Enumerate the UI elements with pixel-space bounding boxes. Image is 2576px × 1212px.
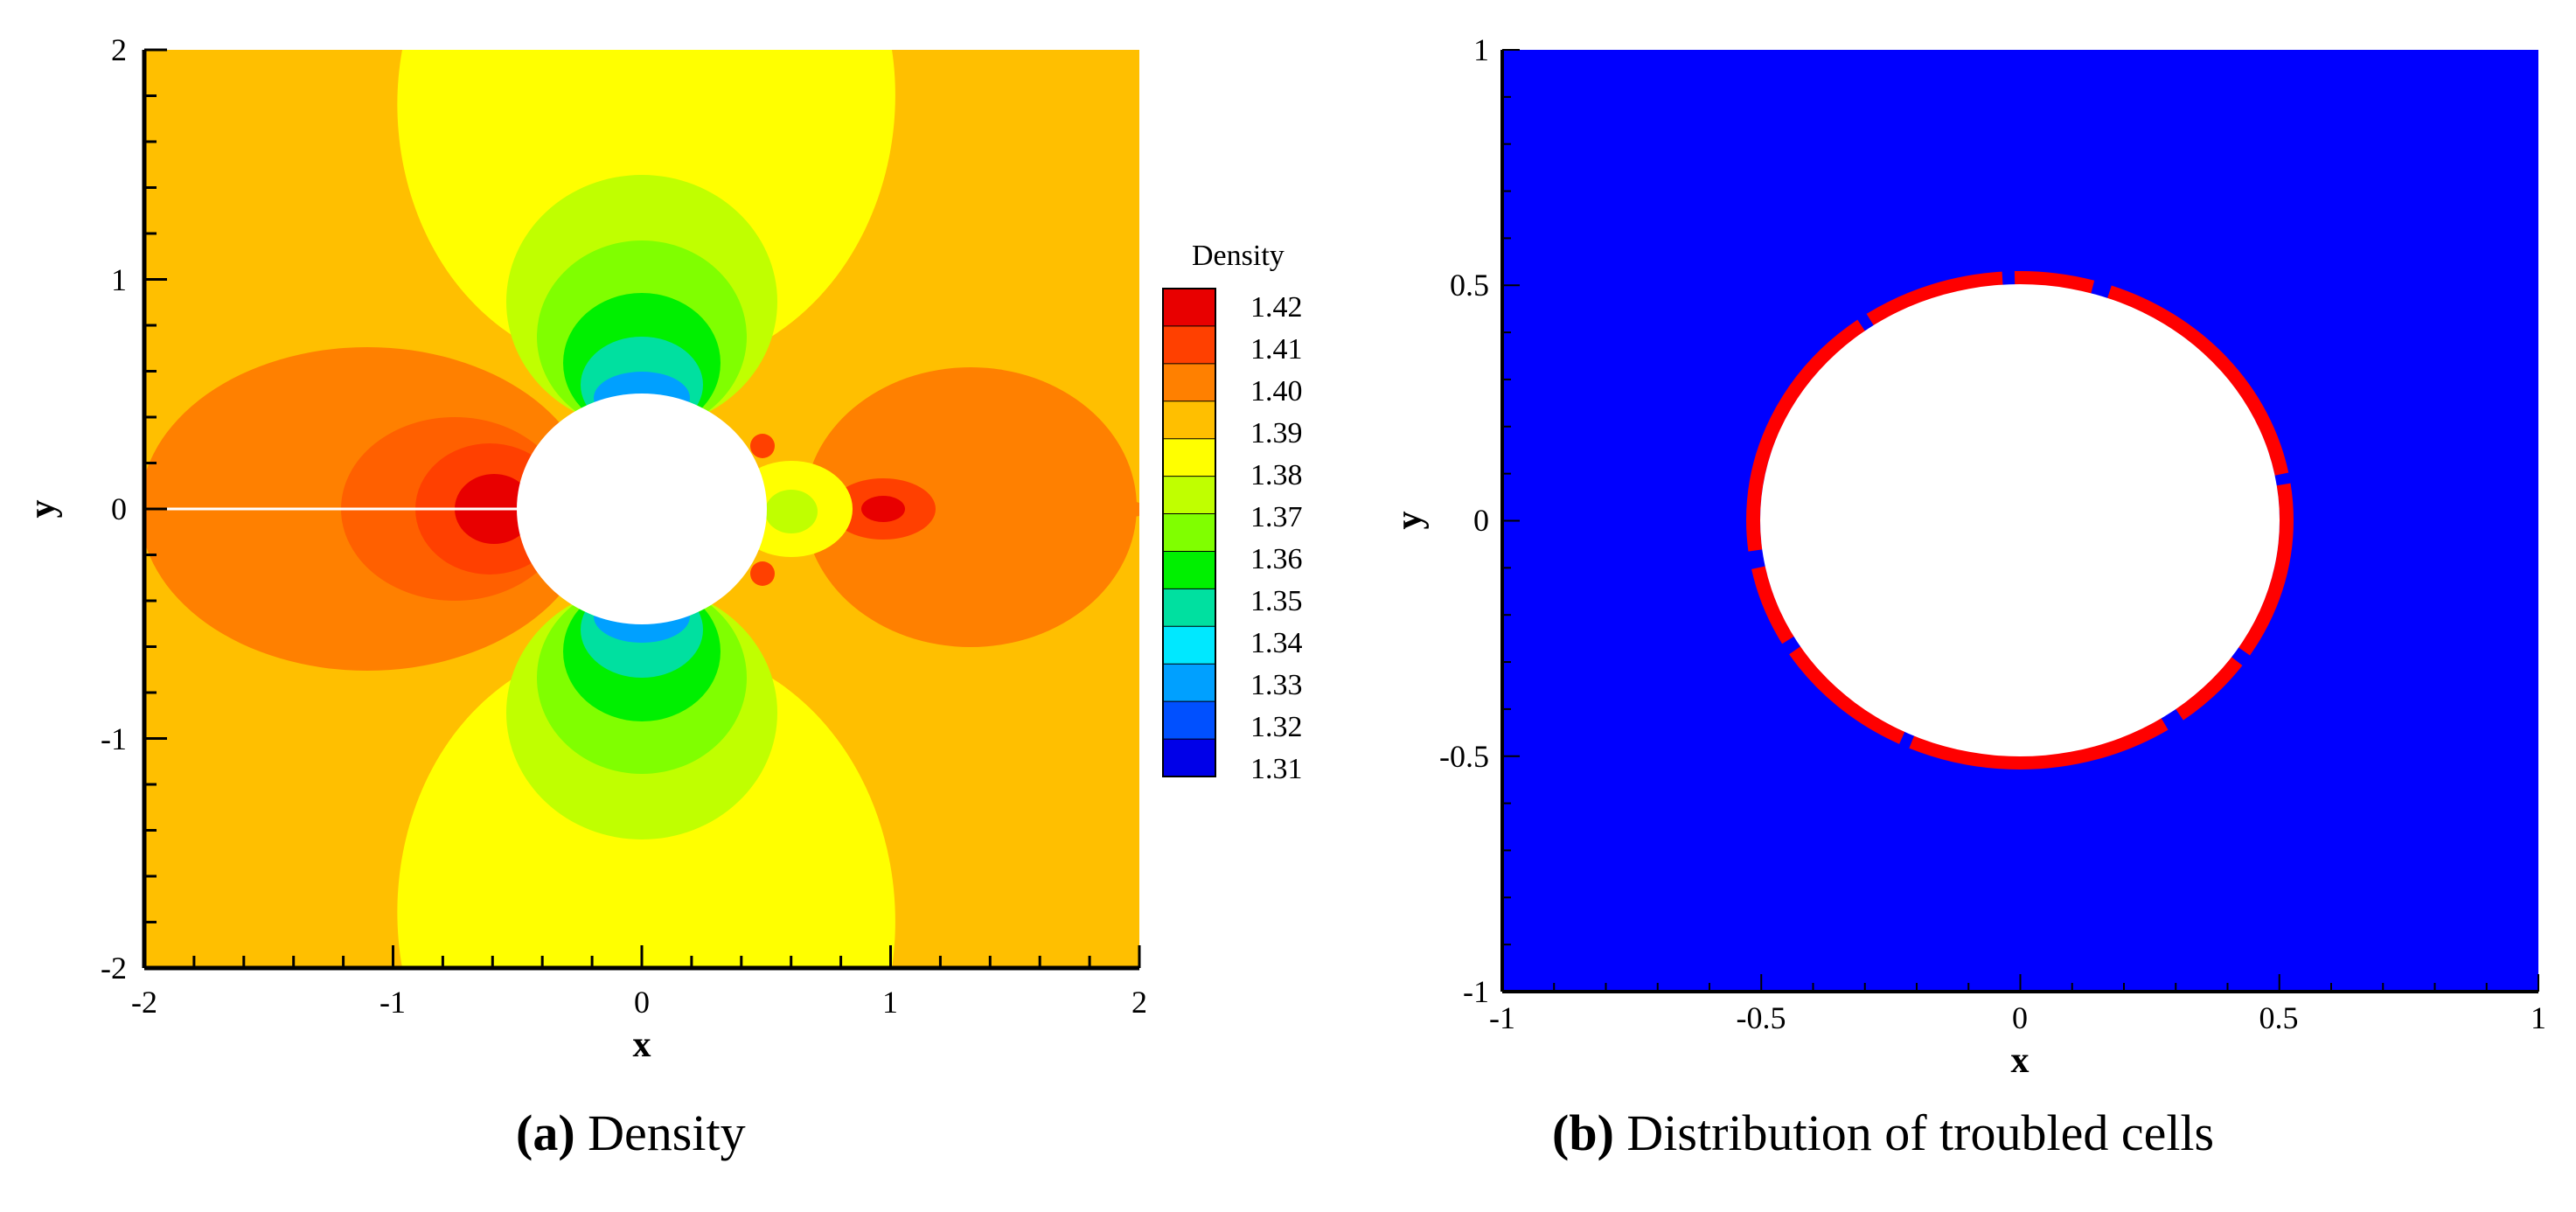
legend-swatch <box>1163 739 1215 777</box>
legend-swatch <box>1163 551 1215 590</box>
troubled-xtick: -0.5 <box>1737 1000 1786 1035</box>
cylinder <box>517 394 767 624</box>
legend-swatch <box>1163 513 1215 553</box>
troubled-cells-ring <box>1746 271 2294 770</box>
density-ticks <box>143 48 1141 970</box>
legend-swatch <box>1163 664 1215 703</box>
troubled-xtick: 0.5 <box>2259 1000 2299 1035</box>
legend-label: 1.31 <box>1250 753 1303 785</box>
cylinder-hole <box>1760 284 2280 756</box>
legend-label: 1.42 <box>1250 291 1303 324</box>
density-ytick: 2 <box>111 32 127 67</box>
legend-swatch <box>1163 701 1215 741</box>
wake-spot-upper <box>750 434 775 458</box>
legend-swatch <box>1163 626 1215 665</box>
density-ytick: -1 <box>101 721 127 756</box>
troubled-ytick: 1 <box>1473 32 1489 67</box>
wake-spot-lower <box>750 561 775 586</box>
troubled-xtick: 0 <box>2012 1000 2028 1035</box>
legend-swatch <box>1163 438 1215 477</box>
troubled-xtick: 1 <box>2531 1000 2546 1035</box>
density-ytick: -2 <box>101 951 127 986</box>
troubled-ytick: -1 <box>1463 974 1489 1009</box>
legend-label: 1.36 <box>1250 543 1303 575</box>
caption-b-label: (b) <box>1552 1104 1614 1161</box>
troubled-cells-panel: -1 -0.5 0 0.5 1 -1 -0.5 0 0.5 1 x y <box>1389 32 2546 1081</box>
troubled-xtick: -1 <box>1489 1000 1515 1035</box>
troubled-ticks <box>1501 49 2539 993</box>
troubled-ytick: 0.5 <box>1450 268 1489 303</box>
caption-a-text: Density <box>588 1104 746 1161</box>
legend-swatch <box>1163 363 1215 402</box>
density-ytick: 1 <box>111 262 127 297</box>
legend-swatches <box>1162 288 1216 777</box>
caption-a-label: (a) <box>516 1104 575 1161</box>
density-xtick: 2 <box>1131 985 1147 1020</box>
legend-label: 1.41 <box>1250 333 1303 366</box>
caption-a: (a) Density <box>516 1104 746 1162</box>
density-xtick: 0 <box>634 985 650 1020</box>
legend-swatch <box>1163 476 1215 515</box>
caption-b-text: Distribution of troubled cells <box>1626 1104 2215 1161</box>
density-legend: Density 1.42 1.41 1.40 1.39 1.38 1.37 1.… <box>1162 240 1303 785</box>
troubled-ytick: 0 <box>1473 503 1489 538</box>
legend-swatch <box>1163 401 1215 440</box>
legend-label: 1.39 <box>1250 417 1303 449</box>
legend-label: 1.33 <box>1250 669 1303 701</box>
legend-label: 1.35 <box>1250 585 1303 617</box>
troubled-ytick: -0.5 <box>1439 739 1489 774</box>
legend-title: Density <box>1192 240 1285 272</box>
legend-swatch <box>1163 289 1215 327</box>
density-xtick: -2 <box>131 985 157 1020</box>
contour-right-3 <box>861 496 905 522</box>
wake-tip <box>1093 490 1139 525</box>
caption-b: (b) Distribution of troubled cells <box>1552 1104 2214 1162</box>
legend-label: 1.40 <box>1250 375 1303 407</box>
troubled-x-title: x <box>2011 1041 2029 1081</box>
troubled-y-title: y <box>1389 512 1430 530</box>
contour-right-1 <box>804 367 1137 647</box>
density-y-title: y <box>23 500 63 519</box>
density-panel: -2 -1 0 1 2 -2 -1 0 1 2 x y Density 1.42… <box>23 32 1303 1065</box>
legend-swatch <box>1163 589 1215 628</box>
density-ytick: 0 <box>111 491 127 526</box>
legend-label: 1.34 <box>1250 627 1303 659</box>
legend-swatch <box>1163 325 1215 365</box>
legend-label: 1.37 <box>1250 501 1303 533</box>
density-x-title: x <box>633 1025 651 1065</box>
legend-frame <box>1162 288 1216 777</box>
density-field <box>144 50 1139 968</box>
wake-mixed-2 <box>765 490 818 533</box>
legend-label: 1.32 <box>1250 711 1303 743</box>
legend-label: 1.38 <box>1250 459 1303 491</box>
density-xtick: -1 <box>379 985 406 1020</box>
density-xtick: 1 <box>882 985 898 1020</box>
